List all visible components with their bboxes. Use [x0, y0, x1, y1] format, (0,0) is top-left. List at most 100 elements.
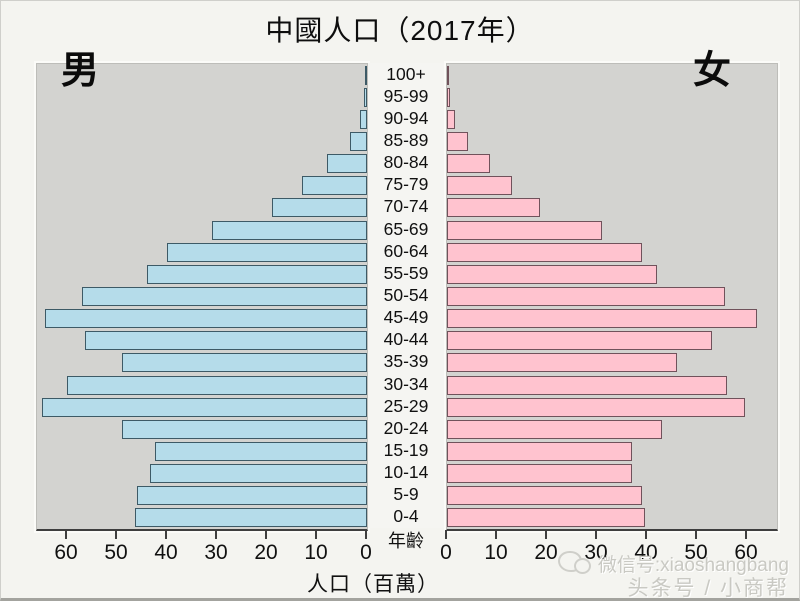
female-bar-0-4	[447, 508, 645, 528]
female-bar-60-64	[447, 242, 642, 262]
female-bar-20-24	[447, 419, 662, 439]
female-bar-row-20-24	[447, 418, 777, 440]
male-bar-70-74	[272, 198, 367, 218]
age-label-40-44: 40-44	[383, 329, 429, 350]
male-bar-85-89	[350, 131, 367, 151]
tick-label-60: 60	[54, 541, 78, 564]
tick-mark-50	[695, 530, 697, 539]
male-bar-20-24	[122, 419, 367, 439]
wechat-icon	[557, 551, 594, 575]
female-bar-95-99	[447, 87, 450, 107]
watermark-line2: 头条号 / 小商帮	[627, 577, 789, 600]
male-bar-row-90-94	[37, 108, 367, 130]
female-bar-55-59	[447, 264, 657, 284]
male-bar-row-80-84	[37, 153, 367, 175]
male-bar-row-85-89	[37, 130, 367, 152]
female-panel	[446, 63, 778, 531]
chart-title: 中國人口（2017年）	[265, 15, 535, 46]
tick-mark-10	[495, 530, 497, 539]
female-bar-row-90-94	[447, 108, 777, 130]
female-bar-30-34	[447, 375, 727, 395]
male-bar-100+	[365, 65, 367, 85]
age-label-35-39: 35-39	[383, 351, 429, 372]
tick-mark-60	[65, 530, 67, 539]
age-label-60-64: 60-64	[383, 240, 429, 261]
male-axis-ticks	[36, 530, 367, 540]
age-label-30-34: 30-34	[383, 373, 429, 394]
male-bar-row-5-9	[37, 485, 367, 507]
tick-mark-50	[115, 530, 117, 539]
male-bar-row-75-79	[37, 175, 367, 197]
female-bar-row-10-14	[447, 463, 777, 485]
female-bar-row-95-99	[447, 86, 777, 108]
age-label-95-99: 95-99	[383, 85, 429, 106]
tick-label-30: 30	[584, 541, 608, 564]
tick-mark-30	[595, 530, 597, 539]
male-bar-row-20-24	[37, 418, 367, 440]
age-label-20-24: 20-24	[383, 417, 429, 438]
age-label-5-9: 5-9	[393, 484, 419, 505]
tick-label-10: 10	[304, 541, 328, 564]
age-label-55-59: 55-59	[383, 262, 429, 283]
age-label-10-14: 10-14	[383, 462, 429, 483]
age-label-45-49: 45-49	[383, 307, 429, 328]
age-label-65-69: 65-69	[383, 218, 429, 239]
wechat-bubble-small	[573, 558, 591, 574]
male-bar-row-0-4	[37, 507, 367, 529]
male-bar-15-19	[154, 441, 367, 461]
female-bar-80-84	[447, 154, 490, 174]
female-axis-tick-labels: 0 10 20 30 40 50 60	[440, 541, 776, 565]
watermark-wechat-text: 微信号:xiaoshangbang	[597, 555, 789, 576]
tick-mark-30	[215, 530, 217, 539]
tick-label-60: 60	[734, 541, 758, 564]
age-label-0-4: 0-4	[393, 506, 419, 527]
male-bar-95-99	[363, 87, 367, 107]
age-label-80-84: 80-84	[383, 152, 429, 173]
male-bar-65-69	[212, 220, 367, 240]
female-bar-10-14	[447, 464, 632, 484]
female-bar-row-5-9	[447, 485, 777, 507]
male-bar-row-70-74	[37, 197, 367, 219]
tick-mark-0	[365, 530, 367, 539]
female-series-label: 女	[692, 50, 731, 92]
age-label-85-89: 85-89	[383, 129, 429, 150]
tick-label-40: 40	[154, 541, 178, 564]
male-bar-row-35-39	[37, 352, 367, 374]
female-bar-row-45-49	[447, 308, 777, 330]
male-bar-row-95-99	[37, 86, 367, 108]
female-bar-5-9	[447, 486, 642, 506]
tick-label-20: 20	[534, 541, 558, 564]
male-bar-45-49	[44, 309, 367, 329]
male-bar-row-100+	[37, 64, 367, 86]
male-panel	[36, 63, 368, 531]
tick-mark-20	[265, 530, 267, 539]
female-bar-40-44	[447, 331, 712, 351]
male-bar-row-30-34	[37, 374, 367, 396]
female-axis-ticks	[445, 530, 776, 540]
male-bar-5-9	[137, 486, 367, 506]
male-bar-row-50-54	[37, 285, 367, 307]
tick-label-40: 40	[634, 541, 658, 564]
female-bar-row-65-69	[447, 219, 777, 241]
tick-label-10: 10	[484, 541, 508, 564]
tick-mark-0	[445, 530, 447, 539]
age-label-25-29: 25-29	[383, 395, 429, 416]
female-bar-row-0-4	[447, 507, 777, 529]
female-bar-row-40-44	[447, 330, 777, 352]
watermark-line1: 微信号:xiaoshangbang	[557, 551, 789, 577]
age-label-90-94: 90-94	[383, 107, 429, 128]
male-bar-row-40-44	[37, 330, 367, 352]
female-bar-35-39	[447, 353, 677, 373]
tick-mark-40	[165, 530, 167, 539]
female-bar-45-49	[447, 309, 757, 329]
female-bar-row-15-19	[447, 440, 777, 462]
female-bar-90-94	[447, 109, 455, 129]
male-bar-40-44	[84, 331, 367, 351]
female-bar-50-54	[447, 286, 725, 306]
male-bar-10-14	[149, 464, 367, 484]
female-bar-row-60-64	[447, 241, 777, 263]
female-bar-65-69	[447, 220, 602, 240]
tick-label-30: 30	[204, 541, 228, 564]
male-bar-35-39	[122, 353, 367, 373]
